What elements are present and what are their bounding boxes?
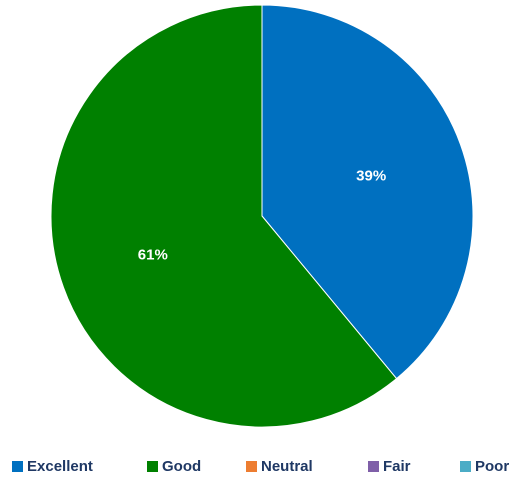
data-label-excellent: 39% bbox=[356, 168, 386, 185]
legend-label-excellent: Excellent bbox=[27, 457, 93, 475]
legend-label-poor: Poor bbox=[475, 457, 510, 475]
legend-item-good: Good bbox=[147, 455, 201, 477]
legend-swatch-neutral bbox=[246, 460, 257, 472]
legend-label-fair: Fair bbox=[383, 457, 411, 475]
legend-item-fair: Fair bbox=[368, 455, 411, 477]
pie-data-labels: 39% 61% bbox=[138, 168, 386, 264]
data-label-good: 61% bbox=[138, 246, 168, 263]
legend-swatch-good bbox=[147, 460, 158, 472]
pie-slice-good bbox=[50, 4, 398, 428]
legend-swatch-poor bbox=[460, 460, 471, 472]
legend-swatch-excellent bbox=[12, 460, 23, 472]
legend-item-excellent: Excellent bbox=[12, 455, 93, 477]
legend-label-good: Good bbox=[162, 457, 202, 475]
legend-item-neutral: Neutral bbox=[246, 455, 313, 477]
legend-item-poor: Poor bbox=[460, 455, 509, 477]
chart-legend: Excellent Good Neutral Fair Poor bbox=[0, 455, 525, 477]
pie-slices bbox=[50, 4, 474, 428]
legend-swatch-fair bbox=[368, 460, 379, 472]
pie-slice-excellent bbox=[261, 4, 474, 380]
legend-label-neutral: Neutral bbox=[261, 457, 313, 475]
